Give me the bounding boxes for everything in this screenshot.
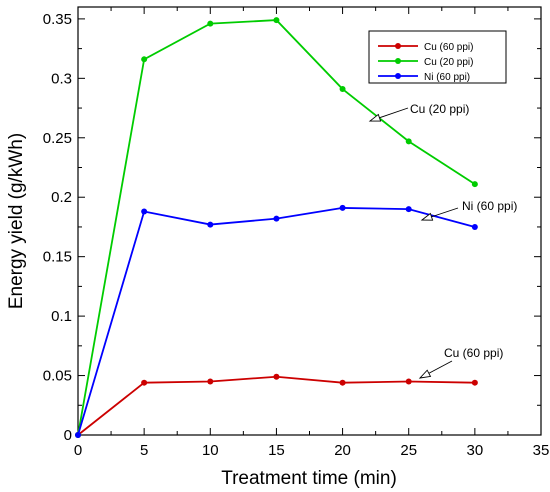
y-tick-label: 0 <box>64 427 72 444</box>
data-point <box>339 86 346 93</box>
data-point <box>471 379 478 386</box>
annotation-label: Cu (60 ppi) <box>444 346 503 360</box>
x-tick-label: 10 <box>202 442 219 459</box>
legend-marker-0 <box>395 43 401 49</box>
annotation-label: Ni (60 ppi) <box>462 199 517 213</box>
annotation-arrow-head <box>420 212 434 221</box>
data-point <box>207 221 214 228</box>
x-tick-label: 15 <box>268 442 285 459</box>
data-point <box>141 56 148 63</box>
y-tick-label: 0.05 <box>43 368 72 385</box>
x-tick-label: 30 <box>467 442 484 459</box>
data-point <box>273 17 280 24</box>
legend: Cu (60 ppi) Cu (20 ppi) Ni (60 ppi) <box>368 30 507 84</box>
annotations: Cu (20 ppi) Ni (60 ppi) Cu (60 ppi) <box>368 102 517 379</box>
data-point <box>273 215 280 222</box>
x-axis-title: Treatment time (min) <box>221 468 397 489</box>
legend-marker-1 <box>395 58 401 64</box>
y-tick-label: 0.2 <box>51 189 72 206</box>
data-point <box>405 378 412 385</box>
x-tick-label: 5 <box>140 442 148 459</box>
annotation-label: Cu (20 ppi) <box>410 102 469 116</box>
legend-box <box>368 30 507 84</box>
y-axis-title: Energy yield (g/kWh) <box>6 133 27 309</box>
annotation-arrow-head <box>418 369 432 379</box>
x-tick-label: 0 <box>74 442 82 459</box>
data-point <box>471 181 478 188</box>
data-point <box>141 379 148 386</box>
series-layer <box>75 17 478 438</box>
legend-label-1: Cu (20 ppi) <box>424 57 473 68</box>
annotation-arrow-head <box>368 113 382 122</box>
legend-label-0: Cu (60 ppi) <box>424 42 473 53</box>
y-tick-label: 0.25 <box>43 130 72 147</box>
y-tick-label: 0.15 <box>43 249 72 266</box>
x-tick-label: 20 <box>334 442 351 459</box>
x-axis-ticks: 0 5 10 15 20 25 30 35 <box>74 7 550 459</box>
y-tick-label: 0.35 <box>43 11 72 28</box>
data-point <box>339 379 346 386</box>
data-point <box>141 208 148 215</box>
legend-marker-2 <box>395 73 401 79</box>
legend-label-2: Ni (60 ppi) <box>424 72 470 83</box>
data-point <box>207 378 214 385</box>
y-axis-ticks: 0 0.05 0.1 0.15 0.2 0.25 0.3 0.35 <box>43 11 541 444</box>
data-point <box>471 223 478 230</box>
x-tick-label: 35 <box>533 442 550 459</box>
data-point <box>405 206 412 213</box>
x-tick-label: 25 <box>400 442 417 459</box>
y-tick-label: 0.1 <box>51 308 72 325</box>
y-tick-label: 0.3 <box>51 70 72 87</box>
data-point <box>75 432 81 438</box>
data-point <box>405 138 412 145</box>
data-point <box>207 20 214 27</box>
data-point <box>339 204 346 211</box>
data-point <box>273 373 280 380</box>
